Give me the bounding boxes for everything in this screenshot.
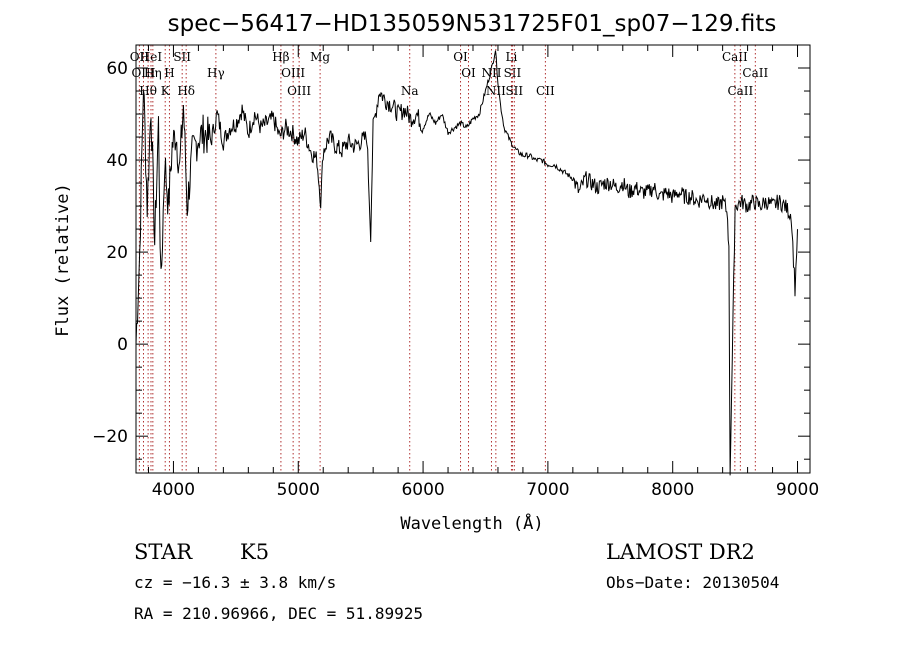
line-marker-label-8: OIII xyxy=(131,66,155,80)
y-tick-label-3: 40 xyxy=(106,151,128,171)
line-marker-label-6: Li xyxy=(506,50,518,64)
x-axis-ticks: 4000 5000 6000 7000 8000 9000 xyxy=(147,45,819,500)
object-subclass: K5 xyxy=(240,540,269,564)
line-marker-label-3: Hβ xyxy=(272,50,289,64)
object-class: STAR xyxy=(134,540,193,564)
y-tick-label-0: −20 xyxy=(92,427,128,447)
y-tick-label-4: 60 xyxy=(106,59,128,79)
x-tick-label-3: 7000 xyxy=(526,480,569,500)
spectrum-line xyxy=(135,50,798,476)
line-marker-label-15: SII xyxy=(504,66,522,80)
line-marker-label-4: Mg xyxy=(310,50,330,64)
line-marker-label-18: K xyxy=(161,84,171,98)
survey-name: LAMOST DR2 xyxy=(606,540,755,564)
line-marker-label-16: CaII xyxy=(742,66,768,80)
redshift-text: cz = −16.3 ± 3.8 km/s xyxy=(134,573,336,592)
line-marker-label-2: SII xyxy=(173,50,191,64)
x-tick-label-4: 8000 xyxy=(651,480,694,500)
line-marker-label-19: Hδ xyxy=(177,84,195,98)
y-axis-ticks: −20 0 20 40 60 xyxy=(92,44,810,460)
obs-date-text: Obs−Date: 20130504 xyxy=(606,573,779,592)
line-marker-label-5: OI xyxy=(453,50,468,64)
x-tick-label-1: 5000 xyxy=(277,480,320,500)
line-marker-label-0: OII xyxy=(130,50,150,64)
y-axis-label: Flux (relative) xyxy=(53,183,73,337)
ra-dec-text: RA = 210.96966, DEC = 51.89925 xyxy=(134,604,423,623)
x-tick-label-2: 6000 xyxy=(401,480,444,500)
line-marker-label-20: OIII xyxy=(287,84,311,98)
line-marker-label-1: HeI xyxy=(140,50,163,64)
line-marker-label-11: Hγ xyxy=(207,66,225,80)
y-tick-label-1: 0 xyxy=(117,335,128,355)
line-marker-label-12: OIII xyxy=(281,66,305,80)
line-marker-label-21: Na xyxy=(401,84,419,98)
x-tick-label-5: 9000 xyxy=(776,480,819,500)
y-tick-label-2: 20 xyxy=(106,243,128,263)
x-axis-label: Wavelength (Å) xyxy=(400,512,543,534)
line-marker-label-10: H xyxy=(164,66,174,80)
line-marker-label-25: CaII xyxy=(727,84,753,98)
line-marker-label-22: NII xyxy=(486,84,506,98)
plot-frame xyxy=(135,44,811,474)
line-marker-label-7: CaII xyxy=(722,50,748,64)
line-marker-label-24: CII xyxy=(536,84,555,98)
line-marker-label-23: SII xyxy=(505,84,523,98)
chart-title: spec−56417−HD135059N531725F01_sp07−129.f… xyxy=(168,11,777,37)
x-tick-label-0: 4000 xyxy=(152,480,195,500)
line-marker-label-13: OI xyxy=(461,66,476,80)
